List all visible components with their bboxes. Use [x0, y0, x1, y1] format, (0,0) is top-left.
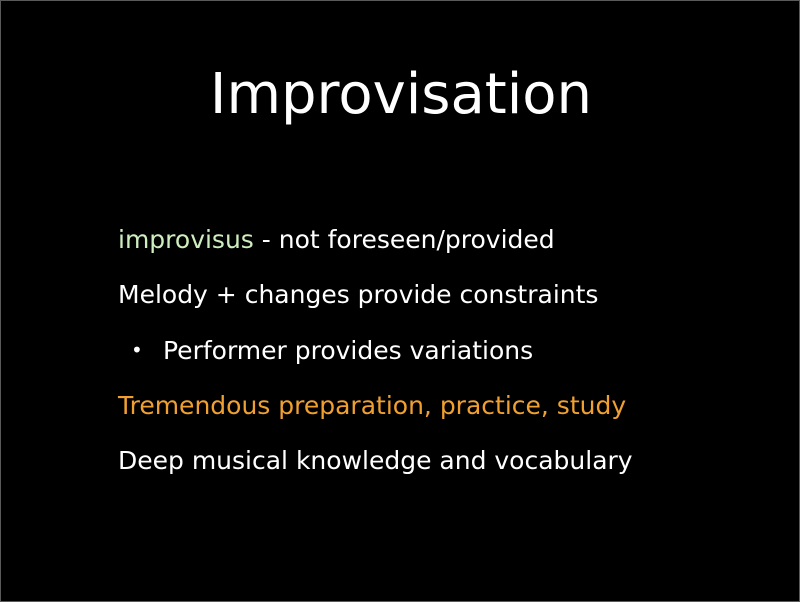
bullet-item: • Performer provides variations: [131, 333, 533, 368]
definition-text: - not foreseen/provided: [253, 225, 555, 254]
bullet-icon: •: [131, 338, 143, 362]
preparation-line: Tremendous preparation, practice, study: [118, 391, 627, 420]
latin-term: improvisus: [118, 225, 254, 254]
slide-title: Improvisation: [209, 62, 593, 127]
constraints-line: Melody + changes provide constraints: [118, 280, 599, 309]
knowledge-line: Deep musical knowledge and vocabulary: [118, 446, 633, 475]
definition-line: improvisus - not foreseen/provided: [118, 223, 555, 257]
bullet-text: Performer provides variations: [163, 336, 534, 365]
